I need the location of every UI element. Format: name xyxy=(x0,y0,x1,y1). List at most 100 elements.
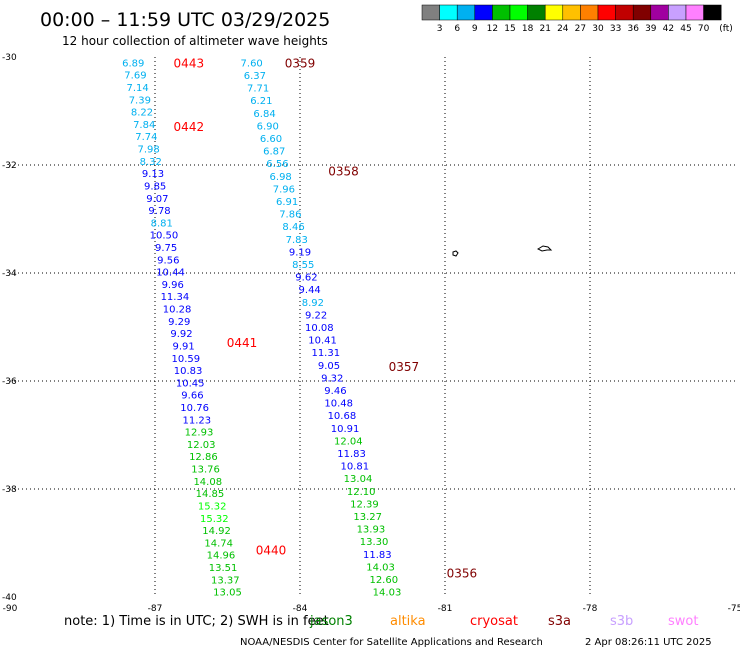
satellite-legend-item: altika xyxy=(390,614,426,629)
colorbar-swatch xyxy=(474,4,493,21)
wave-height-label: 11.83 xyxy=(363,550,392,561)
wave-height-label: 10.50 xyxy=(150,231,179,242)
wave-height-label: 9.22 xyxy=(305,310,327,321)
colorbar-swatch xyxy=(492,4,511,21)
wave-height-label: 11.34 xyxy=(161,292,190,303)
wave-height-label: 9.07 xyxy=(146,194,168,205)
wave-height-label: 6.60 xyxy=(260,134,282,145)
colorbar-tick-label: 24 xyxy=(557,24,569,34)
x-tick-label: -81 xyxy=(438,604,453,614)
wave-height-label: 12.60 xyxy=(369,575,398,586)
wave-height-label: 12.39 xyxy=(350,499,379,510)
wave-height-label: 13.37 xyxy=(211,575,240,586)
wave-height-label: 11.23 xyxy=(182,415,211,426)
track-marks: 6.89 7.697.147.39 8.227.847.74 7.988.329.13… xyxy=(122,56,477,598)
wave-height-label: 7.83 xyxy=(286,235,308,246)
wave-height-label: 9.78 xyxy=(148,206,170,217)
wave-height-label: 7.96 xyxy=(273,184,295,195)
wave-height-label: 9.05 xyxy=(318,361,340,372)
wave-height-label: 9.13 xyxy=(142,169,164,180)
wave-height-label: 15.32 xyxy=(198,501,227,512)
wave-height-label: 9.44 xyxy=(299,285,321,296)
colorbar-swatch xyxy=(527,4,546,21)
wave-height-label: 8.46 xyxy=(282,222,304,233)
satellite-legend-item: s3a xyxy=(548,614,571,629)
wave-height-label: 9.92 xyxy=(170,329,192,340)
colorbar-tick-label: 36 xyxy=(627,24,639,34)
wave-height-label: 14.74 xyxy=(204,538,233,549)
colorbar-swatch xyxy=(421,4,440,21)
wave-height-label: 8.55 xyxy=(292,260,314,271)
wave-height-label: 6.89 xyxy=(122,58,144,69)
colorbar-tick-label: 30 xyxy=(592,24,604,34)
colorbar-tick-label: 70 xyxy=(698,24,710,34)
timestamp-text: 2 Apr 08:26:11 UTC 2025 xyxy=(585,637,712,648)
colorbar-tick-label: 9 xyxy=(472,24,478,34)
wave-height-label: 9.56 xyxy=(157,255,179,266)
wave-height-label: 9.29 xyxy=(168,317,190,328)
wave-height-label: 8.22 xyxy=(131,108,153,119)
wave-height-label: 9.75 xyxy=(155,243,177,254)
wave-height-label: 8.92 xyxy=(302,298,324,309)
colorbar-tick-label: 12 xyxy=(487,24,498,34)
wave-height-label: 6.98 xyxy=(270,172,292,183)
satellite-legend-item: s3b xyxy=(610,614,633,629)
wave-height-label: 9.91 xyxy=(173,341,195,352)
satellite-legend-item: jason3 xyxy=(309,614,353,629)
wave-height-label: 6.84 xyxy=(253,109,275,120)
wave-height-label: 7.14 xyxy=(127,83,149,94)
wave-height-label: 6.91 xyxy=(276,197,298,208)
colorbar-tick-label: 33 xyxy=(610,24,621,34)
wave-height-label: 9.62 xyxy=(295,273,317,284)
colorbar-tick-label: 6 xyxy=(454,24,460,34)
wave-height-label: 10.59 xyxy=(172,354,201,365)
wave-height-label: 13.93 xyxy=(357,525,386,536)
chart-title: 00:00 – 11:59 UTC 03/29/2025 xyxy=(40,9,330,31)
colorbar-swatch xyxy=(597,4,616,21)
wave-height-label: 12.04 xyxy=(334,436,363,447)
pass-time-label: 0442 xyxy=(174,120,205,134)
wave-height-label: 14.03 xyxy=(373,588,402,599)
colorbar-swatch xyxy=(703,4,722,21)
pass-time-label: 0440 xyxy=(256,543,287,557)
colorbar-swatch xyxy=(562,4,581,21)
wave-height-label: 13.51 xyxy=(209,563,238,574)
colorbar-swatch xyxy=(509,4,528,21)
wave-height-label: 7.69 xyxy=(124,71,146,82)
pass-time-label: 0356 xyxy=(447,567,478,581)
y-tick-label: -30 xyxy=(2,53,17,63)
wave-height-label: 7.71 xyxy=(247,84,269,95)
wave-height-label: 10.68 xyxy=(328,411,357,422)
wave-height-label: 12.86 xyxy=(189,452,218,463)
credit-text: NOAA/NESDIS Center for Satellite Applica… xyxy=(240,637,543,648)
satellite-legend-item: swot xyxy=(668,614,698,629)
wave-height-label: 9.96 xyxy=(162,280,184,291)
colorbar-unit: (ft) xyxy=(719,24,733,34)
island-shape xyxy=(536,245,553,252)
colorbar-swatch xyxy=(668,4,687,21)
wave-height-label: 13.04 xyxy=(344,474,373,485)
colorbar-swatch xyxy=(456,4,476,21)
x-tick-label: -84 xyxy=(293,604,308,614)
pass-time-label: 0359 xyxy=(285,56,316,70)
y-tick-label: -40 xyxy=(2,593,17,603)
wave-height-label: 10.48 xyxy=(324,399,353,410)
colorbar-tick-label: 27 xyxy=(575,24,586,34)
wave-height-label: 8.81 xyxy=(151,218,173,229)
pass-time-label: 0441 xyxy=(227,336,258,350)
colorbar-tick-label: 45 xyxy=(680,24,691,34)
colorbar-tick-label: 42 xyxy=(663,24,674,34)
wave-height-label: 10.28 xyxy=(163,305,192,316)
colorbar-swatch xyxy=(632,4,652,21)
wave-height-label: 8.32 xyxy=(140,157,162,168)
wave-height-label: 14.85 xyxy=(196,489,225,500)
wave-height-label: 10.45 xyxy=(176,378,205,389)
y-tick-label: -34 xyxy=(2,269,17,279)
island-shape xyxy=(452,250,459,257)
footer: note: 1) Time is in UTC; 2) SWH is in fe… xyxy=(64,614,712,648)
pass-time-label: 0443 xyxy=(174,56,205,70)
colorbar-swatch xyxy=(439,4,458,21)
wave-height-label: 12.03 xyxy=(187,440,216,451)
